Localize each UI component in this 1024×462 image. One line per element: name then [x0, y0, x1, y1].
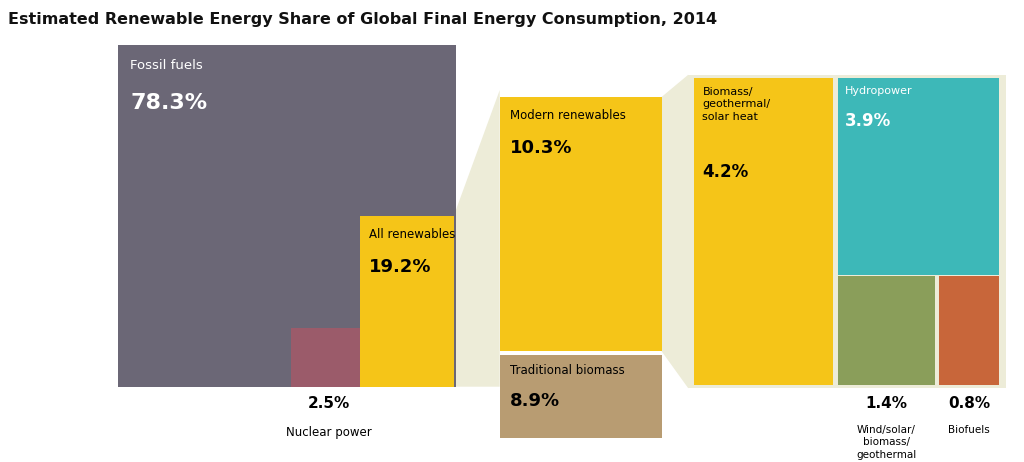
Bar [688, 75, 1006, 388]
Text: 3.9%: 3.9% [845, 112, 891, 130]
Text: Wind/solar/
biomass/
geothermal
power: Wind/solar/ biomass/ geothermal power [856, 425, 916, 462]
Text: Modern renewables: Modern renewables [510, 109, 626, 122]
Text: Fossil fuels: Fossil fuels [130, 59, 203, 72]
Text: 2.5%: 2.5% [308, 396, 350, 411]
Text: 0.8%: 0.8% [948, 396, 990, 411]
Text: All renewables: All renewables [369, 228, 455, 241]
Polygon shape [454, 90, 500, 387]
Text: 19.2%: 19.2% [369, 258, 431, 276]
Text: Nuclear power: Nuclear power [287, 426, 372, 439]
Bar [291, 328, 368, 387]
Text: Biomass/
geothermal/
solar heat: Biomass/ geothermal/ solar heat [702, 87, 771, 122]
Text: 4.2%: 4.2% [702, 163, 749, 181]
Text: Traditional biomass: Traditional biomass [510, 364, 625, 377]
Bar [694, 78, 834, 385]
Text: Hydropower: Hydropower [845, 86, 912, 96]
Text: Estimated Renewable Energy Share of Global Final Energy Consumption, 2014: Estimated Renewable Energy Share of Glob… [8, 12, 718, 26]
Bar [360, 216, 454, 387]
Bar [839, 276, 935, 385]
Bar [500, 97, 662, 351]
Bar [839, 78, 999, 274]
Text: Biofuels: Biofuels [948, 425, 990, 435]
Text: 10.3%: 10.3% [510, 139, 572, 157]
Bar [118, 45, 456, 387]
Bar [939, 276, 999, 385]
Bar [500, 355, 662, 438]
Text: 1.4%: 1.4% [865, 396, 907, 411]
Text: 78.3%: 78.3% [130, 93, 207, 113]
Text: 8.9%: 8.9% [510, 392, 560, 410]
Polygon shape [662, 75, 688, 388]
